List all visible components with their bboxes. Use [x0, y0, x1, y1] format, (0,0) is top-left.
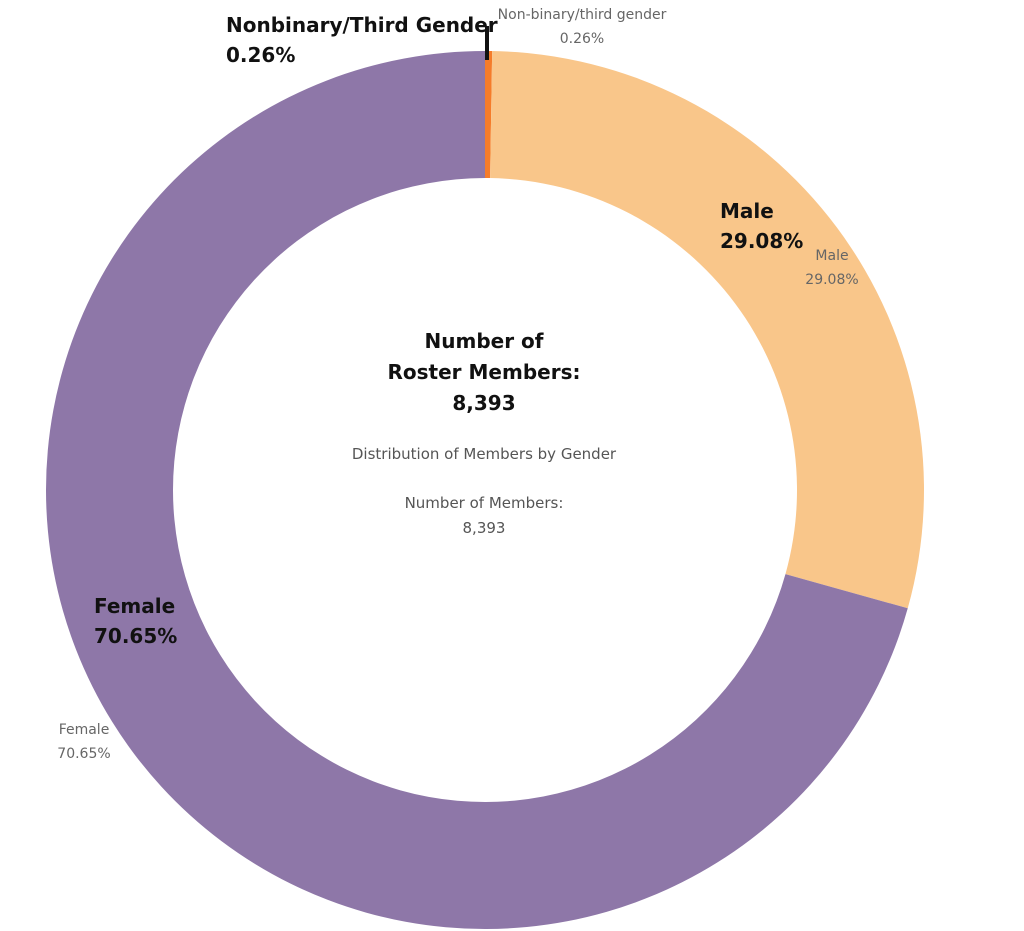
- female-small-percent: 70.65%: [57, 746, 110, 762]
- center-sub-total: 8,393: [463, 519, 506, 537]
- female-small-name: Female: [59, 722, 110, 738]
- slice-male[interactable]: [490, 51, 925, 609]
- donut-slices: [46, 51, 925, 929]
- nonbinary-bold-name: Nonbinary/Third Gender: [226, 13, 498, 37]
- slice-female[interactable]: [46, 51, 908, 929]
- nonbinary-small-name: Non-binary/third gender: [498, 7, 667, 23]
- nonbinary-bold-percent: 0.26%: [226, 43, 295, 67]
- center-heading: Number of Roster Members:: [388, 329, 581, 384]
- center-total: 8,393: [452, 391, 515, 415]
- nonbinary-small-percent: 0.26%: [560, 31, 604, 47]
- slice-nonbinary-third-gender[interactable]: [485, 51, 493, 179]
- center-sub-label: Number of Members:: [405, 494, 564, 512]
- chart-title: Distribution of Members by Gender: [352, 445, 617, 463]
- male-small-percent: 29.08%: [805, 272, 858, 288]
- female-bold-percent: 70.65%: [94, 624, 177, 648]
- male-bold-percent: 29.08%: [720, 229, 803, 253]
- male-small-name: Male: [815, 248, 848, 264]
- female-bold-name: Female: [94, 594, 175, 618]
- male-bold-name: Male: [720, 199, 774, 223]
